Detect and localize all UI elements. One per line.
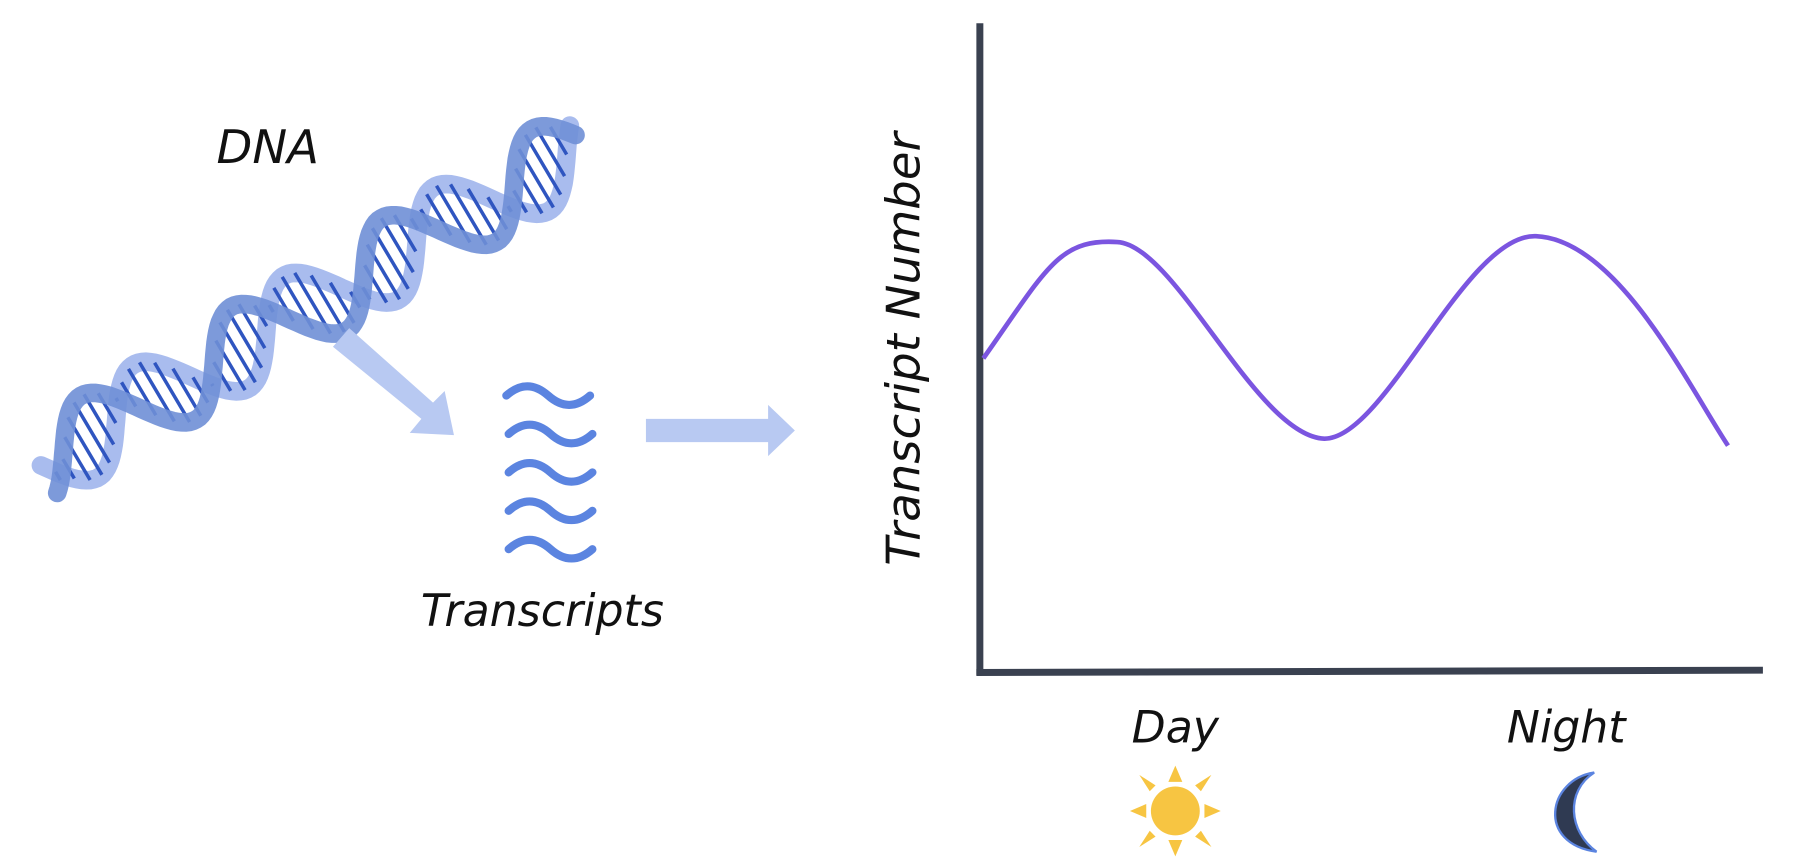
dna-base-pair (309, 274, 346, 333)
dna-base-pair (225, 308, 264, 369)
y-axis-label: Transcript Number (876, 130, 930, 566)
arrow-dna-to-transcripts (332, 328, 454, 436)
transcript (504, 535, 597, 563)
x-axis (976, 666, 1763, 677)
transcripts-icon (502, 382, 597, 563)
transcripts-label: Transcripts (421, 586, 664, 637)
dna-base-pair (523, 133, 563, 196)
transcript (504, 497, 597, 525)
dna-base-pair (370, 227, 410, 290)
dna-base-pair (153, 361, 192, 423)
transcript (504, 420, 597, 448)
dna-base-pair (466, 188, 501, 242)
dna-label: DNA (217, 120, 319, 174)
dna-base-pair (379, 217, 415, 274)
dna-base-pair (82, 393, 116, 446)
transcript (504, 459, 597, 486)
sun-icon (1129, 765, 1221, 857)
transcript (502, 382, 595, 409)
dna-strand (31, 116, 580, 490)
dna-base-pair (449, 183, 488, 246)
day-label: Day (1132, 702, 1220, 753)
dna-strand (47, 117, 585, 503)
dna-base-pair (72, 401, 112, 464)
moon-icon (1554, 771, 1598, 853)
night-label: Night (1507, 702, 1627, 753)
transcript-curve (981, 233, 1730, 447)
arrow-to-chart (645, 404, 795, 457)
dna-helix (31, 116, 585, 503)
